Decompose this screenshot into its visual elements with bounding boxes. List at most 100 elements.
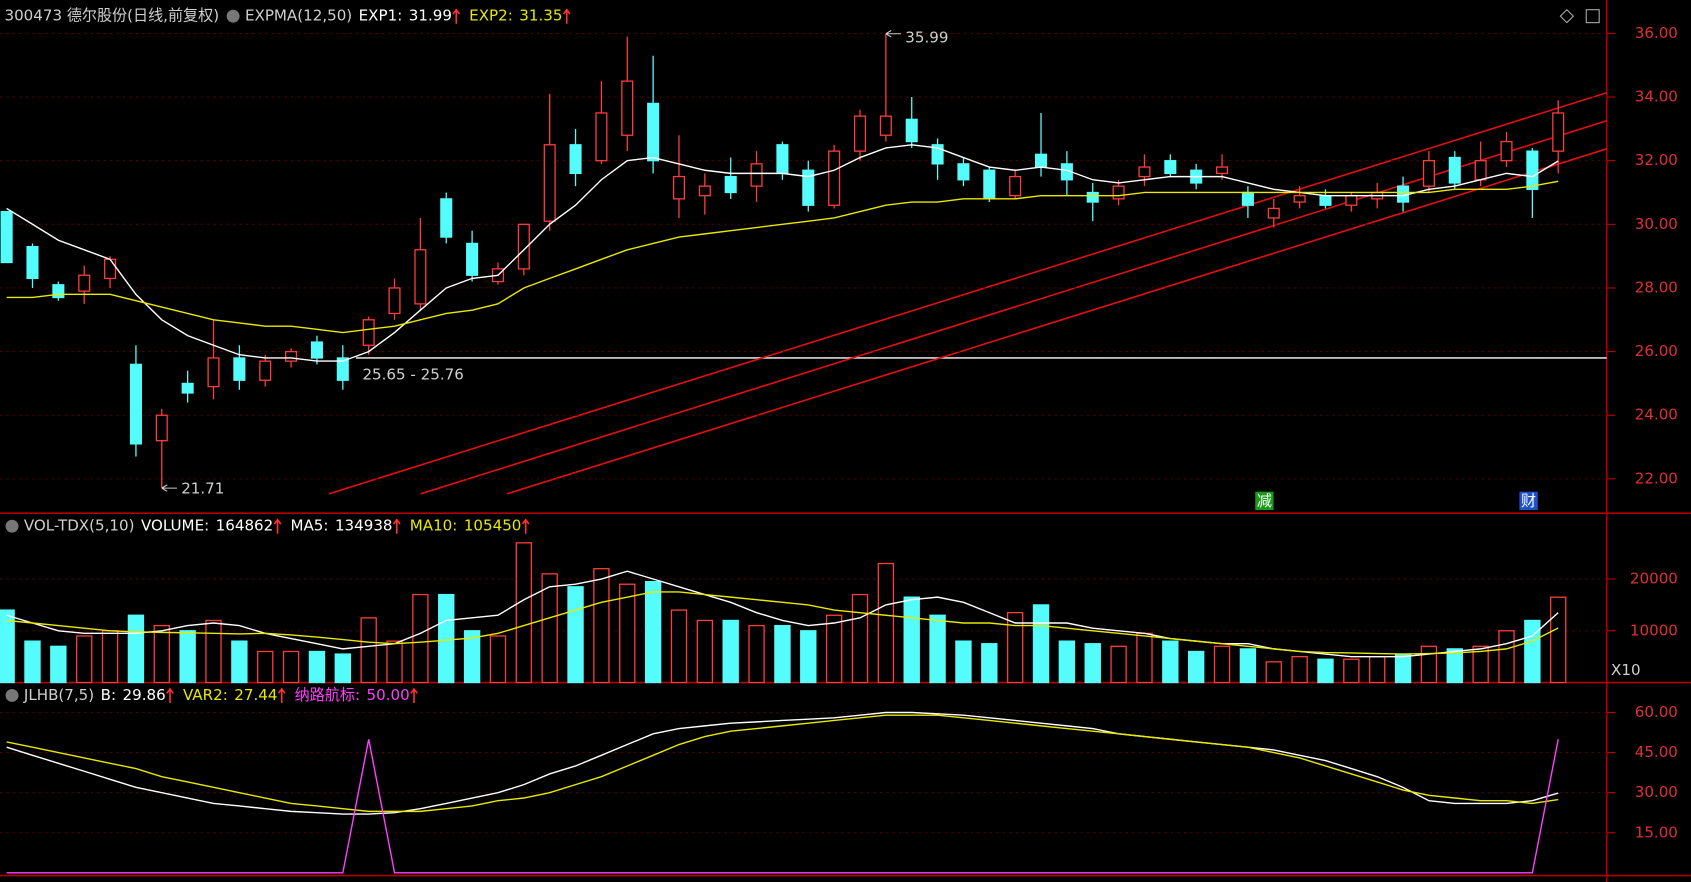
volume-bar — [179, 630, 196, 684]
legend-name: MA10: — [410, 517, 458, 535]
chart-title: 300473 德尔股份(日线,前复权) — [4, 7, 219, 25]
candle-body — [776, 144, 789, 175]
menu-icon — [5, 688, 19, 702]
candle-body — [879, 115, 892, 136]
diamond-icon[interactable] — [1559, 8, 1575, 24]
volume-bar — [644, 580, 662, 684]
volume-bar — [593, 568, 610, 684]
menu-icon — [5, 519, 19, 533]
candle-body — [750, 163, 763, 187]
trend-arrow — [521, 518, 530, 534]
trend-arrow — [392, 518, 401, 534]
volume-bar — [1472, 645, 1489, 684]
candle-body — [543, 144, 556, 222]
volume-bar — [1006, 612, 1024, 684]
candle-body — [1241, 191, 1254, 206]
volume-bar — [24, 640, 41, 684]
candle-body — [52, 284, 65, 299]
event-marker-label: 减 — [1257, 492, 1272, 510]
y-tick-label: 26.00 — [1635, 342, 1678, 360]
volume-bar — [1265, 661, 1282, 684]
volume-bar — [1291, 656, 1308, 684]
candle-body — [78, 274, 91, 292]
candle-body — [828, 150, 841, 206]
volume-bar — [696, 619, 714, 684]
y-tick-label: 36.00 — [1635, 24, 1678, 42]
legend-value: 31.99 — [409, 7, 452, 25]
candle-body — [517, 223, 530, 270]
volume-bar — [1446, 648, 1463, 684]
y-tick-label: 30.00 — [1635, 783, 1678, 801]
legend-name: MA5: — [290, 517, 328, 535]
volume-bar — [1136, 632, 1153, 684]
axis-multiplier: X10 — [1611, 661, 1641, 679]
candle-body — [1552, 112, 1565, 152]
candle-body — [362, 319, 375, 346]
volume-bar — [1498, 630, 1515, 684]
candle-body — [1267, 207, 1280, 219]
annotation-arrow — [161, 484, 177, 492]
candle-body — [569, 144, 582, 175]
legend-name: B: — [101, 686, 116, 704]
candle-body — [1164, 160, 1177, 175]
candle-body — [802, 169, 815, 206]
y-tick-label: 15.00 — [1635, 823, 1678, 841]
candle-body — [259, 360, 272, 381]
volume-bar — [1084, 643, 1101, 684]
volume-bar — [1524, 619, 1541, 684]
candle-body — [698, 185, 711, 197]
y-tick-label: 32.00 — [1635, 151, 1678, 169]
candle-body — [853, 115, 867, 152]
event-marker-label: 财 — [1521, 492, 1536, 510]
legend-value: 31.35 — [519, 7, 562, 25]
candle-body — [0, 210, 13, 264]
legend-value: 134938 — [335, 517, 393, 535]
indicator-name: JLHB(7,5) — [23, 686, 94, 704]
trend-arrow — [452, 8, 461, 24]
legend-value: 164862 — [216, 517, 274, 535]
legend-name: VAR2: — [183, 686, 228, 704]
volume-bar — [489, 635, 507, 684]
candle-body — [233, 357, 246, 381]
volume-bar — [231, 640, 248, 684]
candle-body — [26, 245, 39, 280]
candle-body — [1422, 160, 1435, 187]
legend-name: VOLUME: — [141, 517, 209, 535]
volume-bar — [981, 643, 998, 684]
candle-body — [1345, 195, 1358, 206]
candle-body — [621, 80, 634, 136]
y-tick-label: 28.00 — [1635, 278, 1678, 296]
indicator-line — [6, 180, 1559, 334]
candle-body — [957, 163, 970, 181]
window-icons[interactable] — [1559, 8, 1600, 24]
volume-bar — [748, 624, 765, 684]
trend-line — [420, 119, 1607, 495]
candle-body — [931, 144, 944, 165]
volume-bar — [541, 573, 558, 684]
volume-bar — [877, 562, 895, 684]
candle-body — [285, 350, 298, 362]
candle-body — [466, 242, 479, 276]
menu-icon — [226, 9, 240, 23]
volume-bar — [0, 609, 15, 684]
volume-bar — [800, 630, 817, 684]
maximize-icon[interactable] — [1585, 9, 1600, 24]
indicator-name: VOL-TDX(5,10) — [24, 517, 135, 535]
volume-bar — [101, 630, 119, 684]
candle-body — [1474, 160, 1487, 181]
candle-body — [104, 258, 117, 280]
volume-bar — [1369, 656, 1386, 684]
volume-bar — [153, 624, 170, 684]
volume-bar — [619, 583, 636, 684]
candle-body — [1138, 166, 1151, 178]
volume-bar — [412, 593, 429, 684]
trend-arrow — [277, 687, 286, 704]
trend-arrow — [562, 8, 571, 24]
candle-body — [1034, 153, 1048, 168]
candle-body — [1500, 140, 1513, 162]
candle-body — [129, 363, 142, 445]
volume-bar — [929, 614, 946, 684]
volume-bar — [1550, 596, 1567, 684]
candle-body — [1112, 185, 1125, 200]
